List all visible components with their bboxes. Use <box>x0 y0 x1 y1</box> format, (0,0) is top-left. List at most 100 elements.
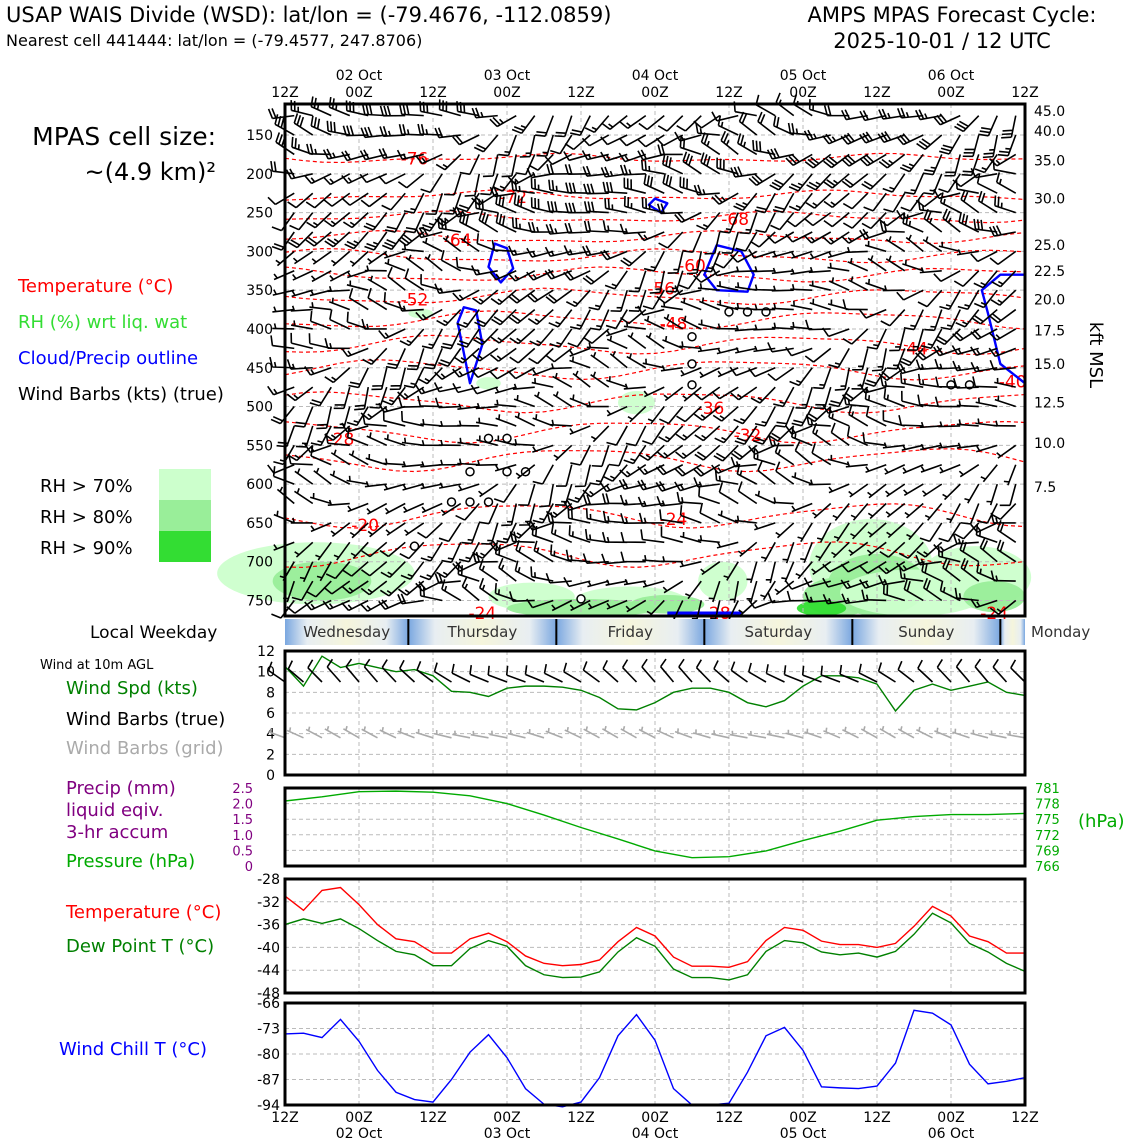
wind-barb <box>627 405 647 423</box>
wind-barb <box>958 211 980 233</box>
wind-barb <box>384 502 406 515</box>
wind-barb <box>729 580 740 603</box>
wind-barb-true <box>783 665 804 683</box>
wind-barb <box>290 320 313 330</box>
wind-barb <box>637 305 665 316</box>
wind-barb <box>396 149 424 160</box>
wind-barb-grid <box>526 729 545 739</box>
wind-barb <box>714 250 739 269</box>
windchill-y-tick: -80 <box>257 1047 280 1063</box>
wind-barb <box>384 434 406 447</box>
wind-barb <box>729 250 758 263</box>
temp-contour-label: -32 <box>734 426 762 446</box>
wind-barb <box>623 578 646 586</box>
wind-barb <box>361 318 387 330</box>
wind-barb <box>444 173 462 196</box>
wind-barb <box>367 522 388 538</box>
wind-barb <box>1003 464 1017 486</box>
wind-barb <box>859 228 887 240</box>
wind-barb-true <box>399 659 416 683</box>
calm-marker <box>483 497 494 507</box>
pressure-label: Pressure (hPa) <box>66 851 195 872</box>
wind-barb <box>590 425 610 443</box>
wind-barb <box>736 463 758 485</box>
top-hour-label: 00Z <box>789 85 816 101</box>
wind-barb <box>785 346 813 357</box>
wind-barb <box>623 321 646 330</box>
wind-barb <box>440 328 462 350</box>
wind-barb <box>322 599 351 610</box>
wind-barb <box>452 134 480 146</box>
calm-marker <box>687 380 697 390</box>
wind-barb <box>975 418 998 427</box>
wind-barb <box>785 580 813 590</box>
wind-barb <box>531 524 554 544</box>
wind-barb <box>582 494 609 506</box>
wind-barb-grid <box>564 726 582 739</box>
wind-barb <box>527 308 554 325</box>
wind-barb <box>533 540 554 563</box>
wind-barb <box>570 444 591 466</box>
wind-barb <box>360 192 388 208</box>
wind-barb <box>349 522 369 539</box>
temp-y-tick: -44 <box>257 963 280 979</box>
wind-barb <box>329 309 351 330</box>
wind-barb <box>397 386 425 400</box>
time-axes: 12Z 12Z 00Z 00Z 12Z 12Z 00Z 00Z 12Z 12Z 00Z 00Z 12Z 1… <box>271 68 1038 1140</box>
wind-barb <box>859 131 887 144</box>
wind-barb <box>682 231 702 254</box>
wind-barb <box>460 235 480 253</box>
wind-barb <box>420 541 443 562</box>
wind-barb <box>600 249 628 261</box>
wind-barb <box>852 348 869 371</box>
wind-barb <box>782 542 795 564</box>
wind-barb-true <box>563 662 582 683</box>
wind-barb <box>978 115 998 137</box>
pressure-y-tick: 772 <box>1035 829 1060 844</box>
wind-barb <box>882 442 905 449</box>
wind-barb <box>295 425 314 448</box>
wind-barb <box>716 281 739 291</box>
wind-barb <box>478 503 499 525</box>
wind-barb <box>923 208 943 233</box>
wind-barb <box>871 348 888 372</box>
wind-barb <box>915 347 943 361</box>
wind-barb <box>333 541 351 561</box>
wind-barb <box>433 382 461 393</box>
wind-barb <box>545 223 572 235</box>
wind-barb <box>718 482 739 505</box>
wind-barb <box>883 192 906 213</box>
wind-barb <box>441 541 462 564</box>
wind-barb <box>738 111 758 136</box>
wind-barb <box>731 444 758 461</box>
wind-barb <box>882 173 906 193</box>
dewpoint-label: Dew Point T (°C) <box>66 936 214 957</box>
wind-barb <box>515 540 536 563</box>
wind-barb <box>662 580 684 594</box>
pressure-tick-label: 400 <box>246 322 273 338</box>
wind-barb <box>272 306 295 313</box>
cell-size-1: MPAS cell size: <box>32 122 216 151</box>
wind-barb <box>924 309 943 332</box>
wind-barb <box>940 309 961 331</box>
wind-barb <box>267 385 295 396</box>
wind-barb <box>364 481 387 488</box>
wind-barb <box>400 410 424 427</box>
wind-barb <box>729 366 758 377</box>
wind-barb <box>823 153 850 169</box>
wind-barb <box>315 541 332 561</box>
wind-barb <box>750 231 776 248</box>
wind-barb <box>642 580 665 588</box>
wind-barb <box>366 432 388 447</box>
wind-barb <box>569 599 591 612</box>
wind-barb <box>986 483 999 506</box>
wind-barb <box>438 522 462 543</box>
wind-barb <box>693 184 720 196</box>
wind-barb <box>768 435 794 447</box>
wind-barb <box>294 468 314 485</box>
wind-barb <box>360 580 388 596</box>
pressure-y-tick: 769 <box>1035 844 1060 859</box>
wind-barb <box>822 560 850 573</box>
wind-barb <box>823 105 850 117</box>
wind-barb-true <box>345 658 360 683</box>
